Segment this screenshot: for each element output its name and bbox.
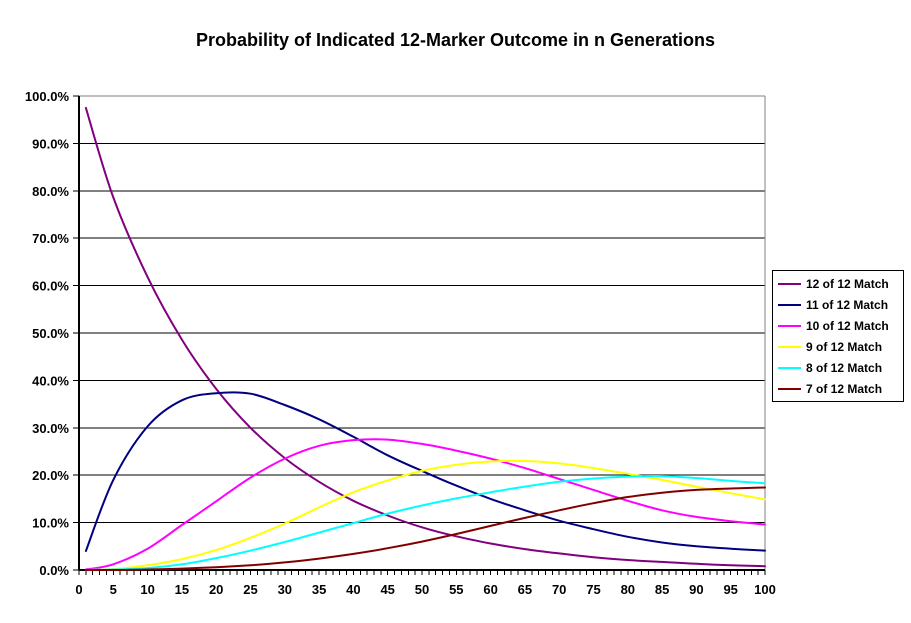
x-tick-label: 85 [655,582,669,597]
legend-item: 11 of 12 Match [778,295,898,315]
x-tick-label: 15 [175,582,189,597]
x-tick-label: 75 [586,582,600,597]
series-line-8-of-12-match [84,475,766,571]
legend-label: 9 of 12 Match [806,339,883,354]
x-tick-label: 90 [689,582,703,597]
chart-title: Probability of Indicated 12-Marker Outco… [195,30,716,50]
legend-swatch-9of12 [778,345,801,348]
x-tick-label: 80 [621,582,635,597]
series-line-9-of-12-match [84,459,766,571]
y-tick-label: 70.0% [32,231,69,246]
legend-item: 10 of 12 Match [778,316,898,336]
y-tick-label: 20.0% [32,468,69,483]
y-tick-label: 60.0% [32,279,69,294]
series-line-7-of-12-match [84,486,766,572]
y-tick-label: 10.0% [32,516,69,531]
legend-item: 12 of 12 Match [778,274,898,294]
legend-label: 10 of 12 Match [806,318,889,333]
y-tick-label: 0.0% [39,563,69,578]
x-tick-label: 30 [278,582,292,597]
legend-swatch-12of12 [778,282,801,285]
legend-swatch-10of12 [778,324,801,327]
series-line-11-of-12-match [84,391,766,552]
x-tick-label: 50 [415,582,429,597]
x-tick-label: 35 [312,582,326,597]
legend-label: 11 of 12 Match [806,297,889,312]
x-tick-label: 0 [75,582,82,597]
y-tick-label: 30.0% [32,421,69,436]
x-tick-label: 5 [110,582,117,597]
y-tick-label: 40.0% [32,373,69,388]
x-tick-label: 60 [483,582,497,597]
y-tick-label: 100.0% [25,89,70,104]
x-tick-label: 10 [140,582,154,597]
legend-swatch-7of12 [778,387,801,390]
y-tick-label: 80.0% [32,184,69,199]
legend-item: 8 of 12 Match [778,358,898,378]
x-tick-label: 100 [754,582,776,597]
y-tick-label: 90.0% [32,136,69,151]
series-line-10-of-12-match [84,438,766,571]
legend: 12 of 12 Match 11 of 12 Match 10 of 12 M… [772,270,904,402]
x-tick-label: 55 [449,582,463,597]
x-tick-label: 70 [552,582,566,597]
legend-item: 9 of 12 Match [778,337,898,357]
x-tick-label: 40 [346,582,360,597]
series-line-12-of-12-match [84,106,766,568]
legend-swatch-11of12 [778,303,801,306]
legend-item: 7 of 12 Match [778,379,898,399]
legend-label: 12 of 12 Match [806,276,889,291]
legend-label: 8 of 12 Match [806,360,883,375]
legend-label: 7 of 12 Match [806,381,883,396]
x-tick-label: 95 [723,582,737,597]
y-tick-label: 50.0% [32,326,69,341]
x-tick-label: 65 [518,582,532,597]
legend-swatch-8of12 [778,366,801,369]
x-tick-label: 45 [380,582,394,597]
x-tick-label: 25 [243,582,257,597]
x-tick-label: 20 [209,582,223,597]
